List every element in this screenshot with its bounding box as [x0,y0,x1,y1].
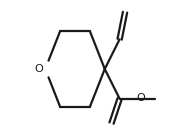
Text: O: O [136,93,145,103]
Text: O: O [35,64,44,74]
